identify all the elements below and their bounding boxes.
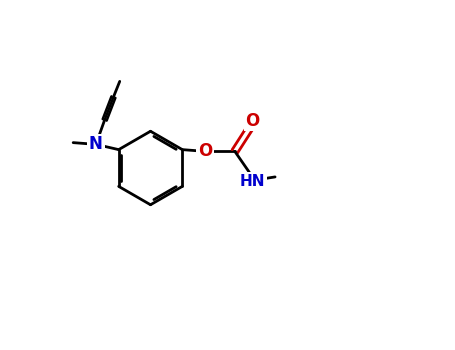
Text: HN: HN (240, 174, 265, 189)
Text: O: O (198, 142, 212, 160)
Text: N: N (89, 135, 103, 153)
Text: O: O (245, 112, 259, 130)
